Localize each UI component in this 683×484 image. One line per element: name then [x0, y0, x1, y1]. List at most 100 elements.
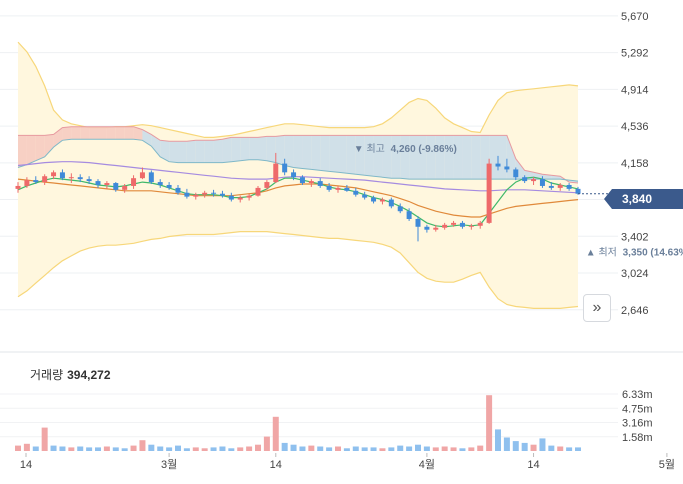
volume-title-text: 거래량: [30, 368, 64, 382]
date-tick-label: 14: [270, 459, 282, 471]
ichimoku-cloud: [17, 126, 579, 184]
volume-bar: [148, 444, 155, 451]
date-tick-label: 14: [527, 459, 539, 471]
candle-body: [113, 183, 119, 190]
price-axis: 5,6705,2924,9144,5364,1583,7803,4023,024…: [621, 11, 649, 317]
candlestick-series: [15, 152, 612, 242]
candle-body: [282, 163, 288, 173]
candle-body: [131, 178, 137, 186]
volume-bar: [548, 445, 555, 451]
cloud-segment: [453, 135, 463, 180]
candle-body: [513, 169, 519, 178]
cloud-segment: [320, 135, 330, 172]
volume-bar: [41, 427, 48, 451]
cloud-segment: [160, 140, 170, 162]
candle-body: [433, 227, 439, 230]
candle-body: [59, 172, 65, 179]
cloud-segment: [53, 127, 63, 148]
cloud-segment: [133, 126, 143, 141]
candle-body: [477, 222, 483, 226]
cloud-segment: [98, 126, 107, 140]
bollinger-lower-line: [17, 231, 579, 309]
cloud-segment: [435, 135, 445, 180]
volume-grid: [0, 393, 618, 438]
scroll-next-button[interactable]: »: [583, 294, 611, 322]
volume-bar: [272, 416, 279, 451]
volume-tick-label: 4.75m: [622, 403, 653, 415]
cloud-segment: [106, 126, 116, 140]
cloud-segment: [240, 137, 250, 161]
cloud-segment: [186, 140, 196, 163]
cloud-segment: [151, 134, 161, 157]
candle-body: [335, 187, 341, 190]
volume-bar: [343, 448, 350, 451]
cloud-span-b: [17, 138, 579, 182]
candle-body: [495, 163, 501, 167]
candle-body: [175, 187, 181, 193]
volume-bar: [95, 447, 101, 451]
low-annotation-value: 3,350 (14.63%): [623, 247, 683, 258]
candle-body: [353, 190, 359, 195]
ma-long-line: [17, 161, 579, 194]
candle-body: [237, 197, 243, 200]
candle-body: [442, 224, 448, 228]
candle-body: [24, 180, 30, 186]
cloud-segment: [71, 126, 81, 140]
cloud-segment: [169, 141, 178, 163]
cloud-segment: [89, 126, 98, 140]
volume-bar: [503, 437, 510, 451]
cloud-segment: [471, 135, 481, 180]
date-tick-label: 3월: [161, 458, 177, 471]
candle-body: [86, 179, 92, 182]
volume-bar: [335, 446, 341, 451]
volume-bar: [326, 447, 333, 451]
candle-body: [15, 185, 21, 189]
volume-bar: [183, 448, 190, 451]
candle-body: [211, 192, 217, 194]
volume-bar: [86, 447, 93, 451]
date-tick-label: 5월: [659, 458, 675, 471]
ma-mid-line: [17, 178, 579, 218]
cloud-segment: [284, 135, 294, 168]
cloud-segment: [44, 134, 54, 157]
volume-bar: [255, 444, 261, 451]
volume-bar: [317, 446, 324, 451]
candle-body: [371, 197, 377, 202]
candle-body: [379, 199, 385, 202]
annotations: ▼ 최고 4,260 (-9.86%) ▲ 최저 3,350 (14.63%): [354, 143, 683, 258]
cloud-segment: [35, 135, 45, 161]
cloud-segment: [18, 135, 27, 168]
candle-body: [157, 182, 163, 185]
bollinger-fill: [18, 42, 578, 309]
candle-body: [539, 179, 545, 186]
price-tick-label: 5,670: [621, 11, 649, 23]
cloud-segment: [222, 137, 232, 163]
cloud-segment: [204, 140, 214, 163]
candle-body: [406, 211, 412, 219]
volume-tick-label: 3.16m: [622, 418, 653, 430]
price-tick-label: 3,402: [621, 231, 649, 243]
candle-body: [308, 181, 314, 184]
ma-short-line: [17, 176, 579, 228]
volume-bar: [512, 441, 519, 451]
volume-tick-label: 1.58m: [622, 432, 653, 444]
volume-bar: [32, 446, 39, 451]
current-price-value: 3,840: [622, 192, 653, 206]
cloud-segment: [62, 126, 72, 141]
candle-body: [557, 184, 563, 188]
cloud-segment: [178, 141, 187, 163]
volume-bar: [237, 447, 244, 451]
cloud-segment: [249, 137, 258, 160]
candle-body: [486, 163, 492, 223]
candle-body: [468, 225, 474, 227]
cloud-segment: [373, 135, 383, 178]
volume-bar: [450, 447, 457, 451]
price-tick-label: 5,292: [621, 48, 649, 60]
volume-bar: [130, 445, 137, 451]
price-tick-label: 4,914: [621, 84, 649, 96]
cloud-segment: [302, 135, 312, 170]
volume-bar: [263, 436, 270, 451]
candle-body: [193, 194, 199, 197]
cloud-segment: [409, 135, 418, 180]
volume-bar: [175, 445, 181, 451]
